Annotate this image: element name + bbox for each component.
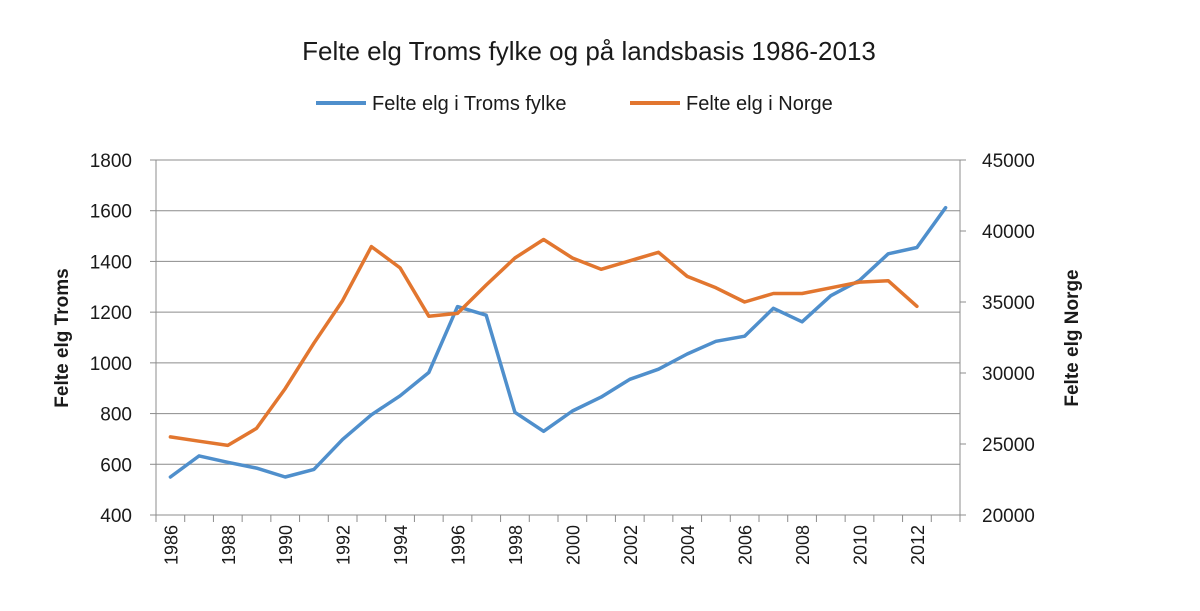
series-lines: [168, 205, 948, 479]
chart-title: Felte elg Troms fylke og på landsbasis 1…: [302, 36, 876, 66]
y2-tick-label: 25000: [982, 435, 1035, 456]
axes: [150, 159, 966, 522]
y-tick-label: 1000: [90, 354, 132, 375]
x-tick-label: 2004: [678, 525, 698, 565]
y-axis-right-title: Felte elg Norge: [1062, 269, 1083, 406]
y-axis-left-title: Felte elg Troms: [52, 268, 73, 407]
series-line-troms: [168, 205, 948, 479]
y-tick-label: 1200: [90, 303, 132, 324]
x-tick-label: 1990: [276, 525, 296, 565]
legend-label-norge: Felte elg i Norge: [686, 93, 833, 115]
y2-tick-label: 20000: [982, 506, 1035, 527]
x-tick-label: 1998: [506, 525, 526, 565]
x-axis-ticks: 1986 1988 1990 1992 1994 1996 1998 2000 2002 2004…: [161, 525, 928, 565]
y-axis-left-ticks: 400 600 800 1000 1200 1400 1600 1800: [90, 151, 132, 527]
x-tick-label: 1994: [391, 525, 411, 565]
x-tick-label: 2002: [621, 525, 641, 565]
x-tick-label: 1988: [219, 525, 239, 565]
x-tick-label: 1992: [334, 525, 354, 565]
gridlines: [156, 159, 960, 465]
legend: Felte elg i Troms fylke Felte elg i Norg…: [316, 93, 833, 115]
y2-tick-label: 40000: [982, 222, 1035, 243]
y-tick-label: 400: [100, 506, 132, 527]
y-tick-label: 1800: [90, 151, 132, 172]
y-axis-right-ticks: 20000 25000 30000 35000 40000 45000: [982, 151, 1035, 527]
y-tick-label: 600: [100, 455, 132, 476]
y-tick-label: 1400: [90, 252, 132, 273]
series-line-norge: [168, 237, 919, 448]
x-tick-label: 2008: [793, 525, 813, 565]
y-tick-label: 1600: [90, 202, 132, 223]
legend-label-troms: Felte elg i Troms fylke: [372, 93, 567, 115]
y2-tick-label: 45000: [982, 151, 1035, 172]
y-tick-label: 800: [100, 405, 132, 426]
x-tick-label: 2010: [851, 525, 871, 565]
y2-tick-label: 35000: [982, 293, 1035, 314]
x-tick-label: 1986: [161, 525, 181, 565]
x-tick-label: 1996: [449, 525, 469, 565]
y2-tick-label: 30000: [982, 364, 1035, 385]
x-tick-label: 2012: [908, 525, 928, 565]
x-tick-label: 2006: [736, 525, 756, 565]
x-tick-label: 2000: [563, 525, 583, 565]
